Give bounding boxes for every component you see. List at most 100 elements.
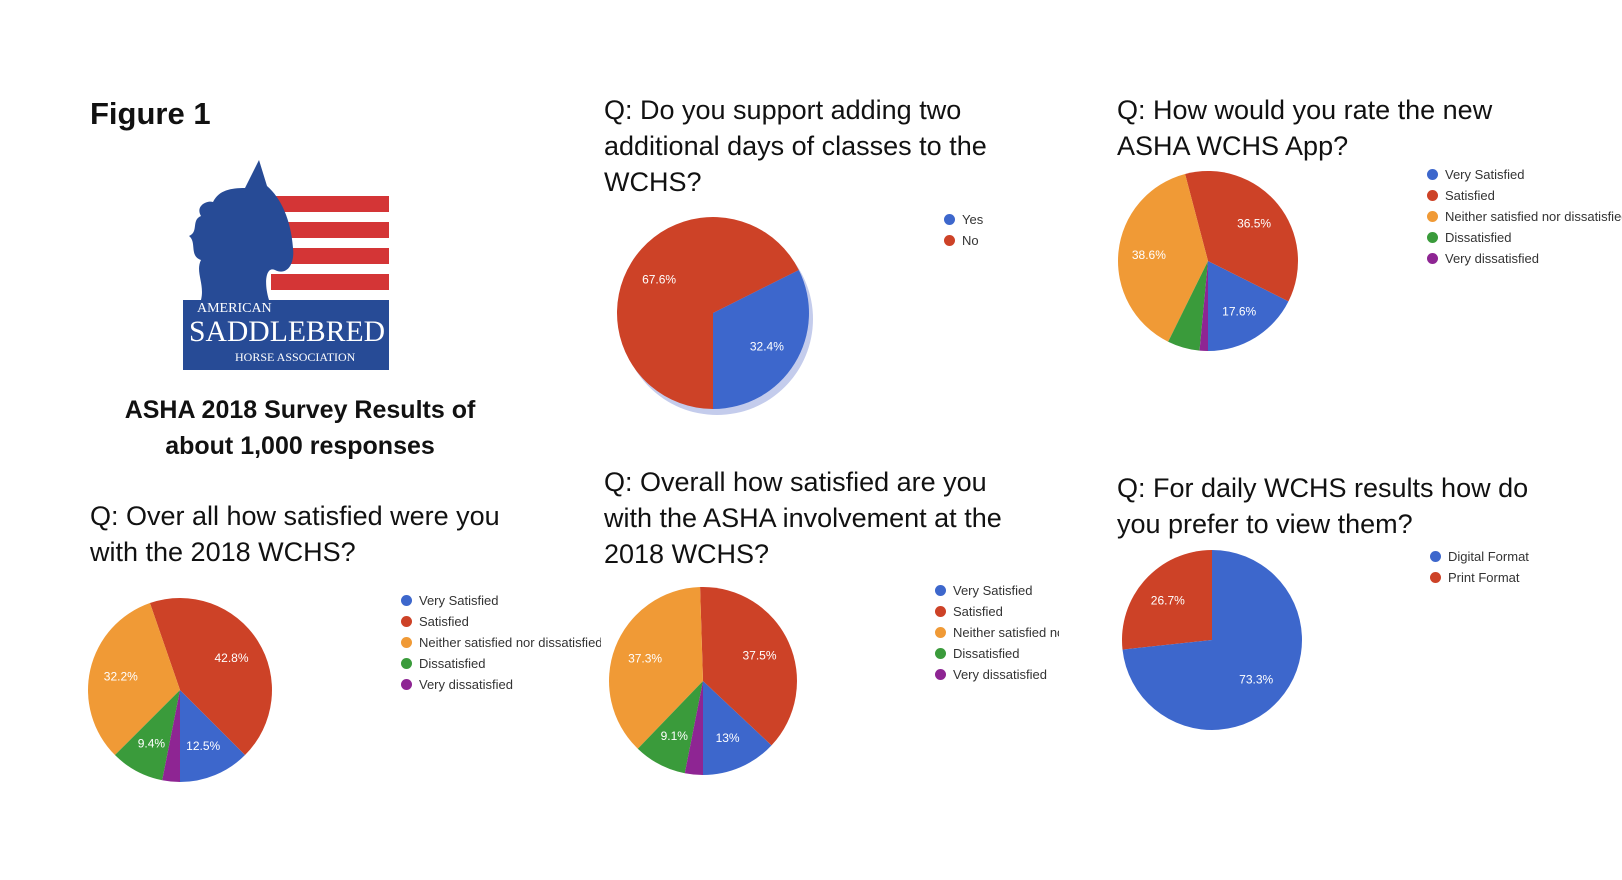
- legend-swatch: [1427, 190, 1438, 201]
- pie-slice: [703, 681, 772, 775]
- legend-item: Yes: [944, 209, 1024, 230]
- pie-data-label: 36.5%: [1237, 217, 1271, 231]
- legend-label: Print Format: [1448, 570, 1520, 585]
- legend-item: Very dissatisfied: [935, 664, 1059, 685]
- figure-subtitle: ASHA 2018 Survey Results of about 1,000 …: [124, 396, 476, 460]
- pie-data-label: 42.8%: [214, 651, 248, 665]
- pie-slice: [1117, 173, 1208, 342]
- pie-data-label: 73.3%: [1239, 673, 1273, 687]
- legend-label: Very dissatisfied: [953, 667, 1047, 682]
- legend-wchs-app: Very Satisfied Satisfied Neither satisfied…: [1427, 164, 1622, 269]
- legend-swatch: [401, 637, 412, 648]
- legend-item: Very dissatisfied: [401, 674, 601, 695]
- legend-label: Very dissatisfied: [419, 677, 513, 692]
- legend-swatch: [944, 235, 955, 246]
- legend-item: Digital Format: [1430, 546, 1550, 567]
- legend-swatch: [935, 627, 946, 638]
- pie-data-label: 9.4%: [138, 737, 166, 751]
- logo-text-saddlebred: SADDLEBRED: [189, 315, 385, 348]
- logo-band: [183, 300, 389, 370]
- logo-text-horse-association: HORSE ASSOCIATION: [235, 350, 356, 364]
- pie-slice: [1199, 261, 1208, 351]
- legend-swatch: [1430, 572, 1441, 583]
- pie-slice: [1208, 261, 1289, 351]
- pie-data-label: 37.3%: [628, 652, 662, 666]
- legend-swatch: [401, 616, 412, 627]
- legend-label: No: [962, 233, 979, 248]
- pie-chart-asha-involvement: 13% 37.5% 37.3% 9.1%: [609, 587, 797, 775]
- legend-swatch: [935, 669, 946, 680]
- legend-item: Satisfied: [935, 601, 1059, 622]
- legend-label: Neither satisfied nor dissatisfied: [1445, 209, 1622, 224]
- logo-stripe: [271, 196, 389, 212]
- legend-item: Dissatisfied: [1427, 227, 1622, 248]
- pie-data-label: 32.2%: [104, 669, 138, 683]
- legend-label: Yes: [962, 212, 984, 227]
- logo-stripe: [271, 274, 389, 290]
- legend-label: Dissatisfied: [419, 656, 486, 671]
- pie-data-label: 12.5%: [186, 739, 220, 753]
- legend-item: Dissatisfied: [401, 653, 601, 674]
- pie-data-label: 9.1%: [661, 729, 689, 743]
- legend-item: Very dissatisfied: [1427, 248, 1622, 269]
- legend-item: Satisfied: [401, 611, 601, 632]
- question-asha-involvement: Q: Overall how satisfied are you with th…: [604, 467, 1002, 569]
- question-wchs-app: Q: How would you rate the new ASHA WCHS …: [1117, 95, 1493, 161]
- pie-slice: [700, 587, 797, 746]
- legend-item: Neither satisfied no: [935, 622, 1059, 643]
- pie-slice: [713, 269, 809, 409]
- legend-swatch: [401, 679, 412, 690]
- logo-stripes: [271, 196, 389, 290]
- pie-data-label: 17.6%: [1222, 305, 1256, 319]
- pie-data-label: 13%: [716, 731, 740, 745]
- pie-chart-overall-wchs: 12.5% 42.8% 32.2% 9.4%: [88, 597, 272, 782]
- legend-label: Very dissatisfied: [1445, 251, 1539, 266]
- legend-label: Neither satisfied nor dissatisfied: [419, 635, 601, 650]
- legend-item: No: [944, 230, 1024, 251]
- legend-swatch: [401, 595, 412, 606]
- question-daily-results: Q: For daily WCHS results how do you pre…: [1117, 473, 1529, 539]
- pie-chart-wchs-app: 17.6% 36.5% 38.6%: [1117, 170, 1299, 351]
- pie-slice: [1168, 261, 1208, 351]
- legend-asha-involvement: Very Satisfied Satisfied Neither satisfied…: [935, 580, 1059, 685]
- legend-label: Satisfied: [953, 604, 1003, 619]
- figure-title: Figure 1: [90, 96, 211, 131]
- pie-slice: [88, 603, 180, 756]
- legend-add-two-days: Yes No: [944, 209, 1024, 251]
- legend-item: Neither satisfied nor dissatisfied: [1427, 206, 1622, 227]
- legend-swatch: [935, 585, 946, 596]
- legend-item: Neither satisfied nor dissatisfied: [401, 632, 601, 653]
- pie-data-label: 38.6%: [1132, 248, 1166, 262]
- pie-slice: [637, 681, 703, 774]
- legend-label: Neither satisfied no: [953, 625, 1059, 640]
- legend-swatch: [1427, 169, 1438, 180]
- legend-label: Very Satisfied: [1445, 167, 1525, 182]
- legend-overall-wchs: Very Satisfied Satisfied Neither satisfied…: [401, 590, 601, 695]
- pie-slice: [162, 690, 180, 782]
- pie-slice: [609, 587, 703, 749]
- legend-swatch: [1427, 253, 1438, 264]
- logo-stripe: [271, 222, 389, 238]
- legend-swatch: [944, 214, 955, 225]
- question-overall-wchs: Q: Over all how satisfied were you with …: [90, 501, 500, 567]
- legend-label: Very Satisfied: [953, 583, 1033, 598]
- legend-label: Satisfied: [1445, 188, 1495, 203]
- legend-swatch: [1430, 551, 1441, 562]
- pie-data-label: 32.4%: [750, 339, 784, 353]
- legend-label: Very Satisfied: [419, 593, 499, 608]
- legend-item: Very Satisfied: [935, 580, 1059, 601]
- horse-head-icon: [189, 160, 294, 300]
- legend-daily-results: Digital Format Print Format: [1430, 546, 1550, 588]
- legend-swatch: [935, 606, 946, 617]
- pie-slice: [149, 597, 272, 756]
- legend-item: Print Format: [1430, 567, 1550, 588]
- legend-item: Satisfied: [1427, 185, 1622, 206]
- legend-label: Digital Format: [1448, 549, 1529, 564]
- legend-swatch: [1427, 232, 1438, 243]
- legend-label: Dissatisfied: [953, 646, 1020, 661]
- pie-data-label: 67.6%: [642, 273, 676, 287]
- legend-label: Dissatisfied: [1445, 230, 1512, 245]
- pie-data-label: 37.5%: [742, 649, 776, 663]
- pie-slice: [114, 690, 180, 781]
- logo-text-american: AMERICAN: [197, 301, 272, 316]
